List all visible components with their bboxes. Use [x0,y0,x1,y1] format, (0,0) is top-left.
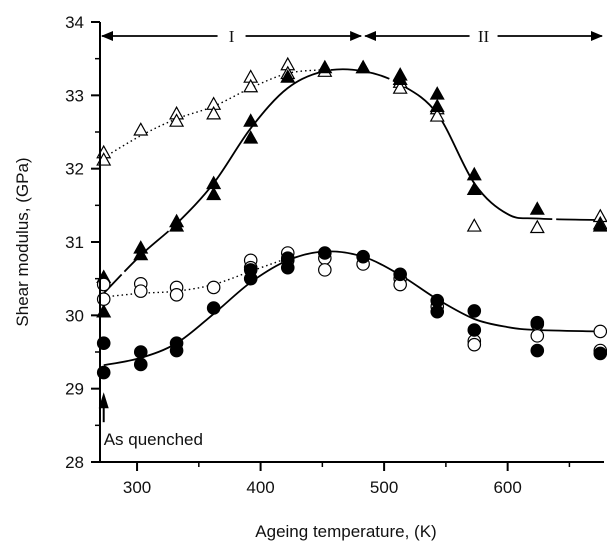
filled-circle-point [318,246,332,260]
as-quenched-label: As quenched [104,430,203,449]
filled-circle-point [243,271,258,286]
open-triangle-point [429,108,445,122]
region-label: I [229,27,235,46]
region-arrows: I II [101,27,603,46]
y-tick-label: 30 [65,306,84,325]
data-points [96,56,607,380]
open-triangle-point [529,219,545,234]
open-circle-point [133,284,148,298]
filled-circle-point [530,343,545,358]
filled-triangle-point [466,181,482,195]
filled-triangle-point [429,86,445,100]
filled-triangle-point [355,59,371,74]
y-axis-title: Shear modulus, (GPa) [13,157,32,326]
filled-circle-point [393,267,407,282]
open-triangle-point [133,122,149,136]
filled-circle-point [356,249,370,264]
x-tick-label: 300 [123,478,151,497]
open-triangle-point [466,218,482,232]
open-circle-point [206,280,221,295]
filled-triangle-point [466,166,482,181]
axes: 28 29 30 31 32 33 34 300 400 500 600 Ageing tempera… [13,13,604,541]
filled-circle-point [467,304,482,318]
open-triangle-point [206,105,222,120]
filled-triangle-point [133,246,149,261]
y-tick-label: 29 [65,380,84,399]
filled-circle-point [280,260,295,275]
region-label: II [478,27,490,46]
filled-circle-point [530,315,545,330]
filled-triangle-point [206,186,222,201]
y-tick-label: 28 [65,453,84,472]
filled-circle-point [169,343,184,358]
open-circle-point [169,287,184,302]
filled-triangle-point [592,218,607,232]
fit-curve [103,68,601,294]
x-tick-label: 500 [370,478,398,497]
filled-circle-point [430,304,445,319]
filled-triangle-point [529,201,545,215]
filled-circle-point [133,345,148,359]
filled-triangle-point [243,130,259,144]
filled-triangle-point [317,59,333,74]
filled-triangle-point [280,69,296,83]
y-tick-label: 34 [65,13,84,32]
y-tick-label: 32 [65,160,84,179]
x-tick-label: 400 [246,478,274,497]
annotations: As quenched [98,392,203,449]
open-triangle-point [392,80,408,94]
as-quenched-arrowhead [98,392,109,409]
y-tick-label: 31 [65,233,84,252]
filled-triangle-point [429,98,445,113]
filled-triangle-point [243,113,259,127]
open-triangle-point [243,78,259,93]
filled-circle-point [133,357,148,372]
filled-triangle-point [392,71,408,85]
y-tick-label: 33 [65,86,84,105]
open-circle-point [593,324,607,339]
open-circle-point [318,263,332,277]
filled-circle-point [206,301,221,315]
x-tick-label: 600 [493,478,521,497]
filled-circle-point [467,323,482,337]
open-circle-point [467,337,482,352]
open-circle-point [530,329,545,343]
filled-circle-point [593,346,607,361]
open-triangle-point [169,113,185,127]
filled-triangle-point [169,218,185,232]
x-axis-title: Ageing temperature, (K) [255,522,436,541]
